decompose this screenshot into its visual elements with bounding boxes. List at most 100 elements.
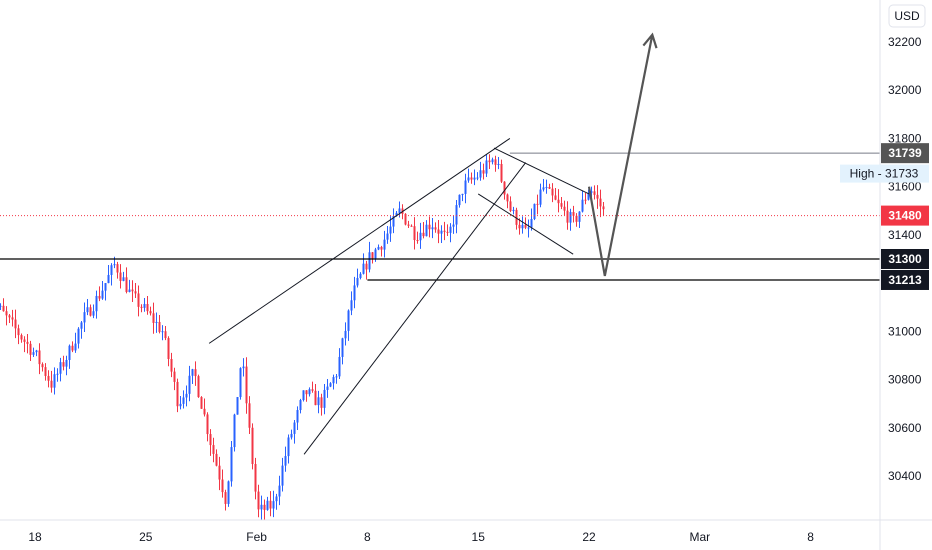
candle-body: [560, 203, 563, 207]
price-tick-label: 31600: [888, 180, 922, 194]
flag-lower-trendline[interactable]: [477, 193, 574, 255]
candle-body: [185, 393, 188, 398]
candle-body: [146, 304, 149, 312]
time-tick-label: 18: [28, 530, 42, 544]
tag-last-price: [881, 205, 929, 226]
drawings-layer: [0, 32, 880, 455]
candle-body: [383, 239, 386, 250]
candle-body: [362, 263, 365, 274]
candle-body: [47, 375, 50, 381]
candle-body: [32, 352, 35, 355]
candle-body: [503, 181, 506, 195]
candle-body: [398, 208, 401, 213]
candle-body: [479, 170, 482, 178]
tag-high-text: High - 31733: [850, 167, 919, 181]
candle-body: [65, 359, 68, 367]
candle-body: [257, 491, 260, 510]
candle-body: [359, 273, 362, 278]
candle-body: [602, 206, 605, 210]
candle-body: [182, 397, 185, 404]
candle-body: [554, 195, 557, 200]
candle-body: [221, 479, 224, 493]
candle-body: [353, 285, 356, 301]
candle-body: [335, 376, 338, 378]
candle-body: [347, 310, 350, 331]
candle-body: [239, 368, 242, 398]
price-axis[interactable]: 3040030600308003100031200314003160031800…: [840, 0, 929, 550]
candle-body: [269, 500, 272, 509]
candle-body: [197, 376, 200, 398]
candle-body: [134, 291, 137, 294]
candle-body: [56, 373, 59, 375]
candle-body: [395, 212, 398, 217]
candle-body: [191, 369, 194, 376]
candle-body: [581, 199, 584, 212]
candle-body: [248, 403, 251, 428]
candle-body: [212, 445, 215, 454]
candle-body: [200, 397, 203, 409]
candle-body: [179, 403, 182, 407]
candle-body: [293, 422, 296, 434]
candle-body: [176, 381, 179, 407]
tag-31300: [881, 249, 929, 269]
candle-body: [59, 362, 62, 374]
candle-body: [542, 187, 545, 190]
candle-body: [305, 390, 308, 395]
wedge-upper-trendline[interactable]: [208, 138, 511, 344]
candle-body: [143, 304, 146, 308]
candle-body: [488, 160, 491, 163]
price-tick-label: 30800: [888, 373, 922, 387]
tag-31213: [881, 269, 929, 290]
candle-body: [0, 305, 2, 307]
candle-body: [20, 335, 23, 340]
candle-body: [389, 226, 392, 234]
candle-body: [410, 225, 413, 227]
candle-body: [596, 194, 599, 199]
candle-body: [446, 231, 449, 233]
currency-button[interactable]: [888, 4, 926, 28]
price-tick-label: 31800: [888, 131, 922, 145]
candle-body: [2, 305, 5, 312]
candle-body: [101, 290, 104, 299]
time-axis[interactable]: 18 25 Feb 8 15 22 Mar 8: [0, 519, 932, 544]
candle-body: [275, 496, 278, 502]
projection-arrow[interactable]: [587, 34, 654, 277]
candle-body: [578, 211, 581, 222]
candle-body: [371, 252, 374, 259]
candle-body: [365, 263, 368, 270]
wedge-lower-trendline[interactable]: [303, 162, 527, 455]
candle-body: [500, 163, 503, 182]
candle-body: [254, 464, 257, 492]
candles-layer: [0, 154, 605, 521]
candle-body: [476, 177, 479, 179]
candle-body: [242, 366, 245, 369]
flag-upper-trendline[interactable]: [493, 147, 590, 195]
time-tick-label: 8: [364, 530, 371, 544]
candle-body: [533, 203, 536, 220]
candle-body: [155, 321, 158, 323]
candle-body: [302, 390, 305, 401]
candle-body: [35, 350, 38, 353]
candle-body: [563, 206, 566, 211]
candle-body: [494, 159, 497, 165]
projection-arrow-head: [642, 32, 658, 49]
candle-body: [377, 246, 380, 250]
candle-body: [527, 227, 530, 229]
candle-body: [380, 246, 383, 250]
candle-body: [224, 492, 227, 504]
candle-body: [89, 307, 92, 316]
candle-body: [419, 232, 422, 241]
candle-body: [95, 295, 98, 312]
candle-body: [392, 216, 395, 227]
candle-body: [584, 199, 587, 201]
candle-body: [329, 383, 332, 387]
candle-body: [326, 386, 329, 390]
candle-body: [53, 374, 56, 388]
candle-body: [551, 188, 554, 196]
candle-body: [203, 408, 206, 415]
candle-body: [344, 330, 347, 339]
candle-body: [467, 177, 470, 181]
candle-body: [569, 212, 572, 223]
candle-body: [272, 501, 275, 509]
